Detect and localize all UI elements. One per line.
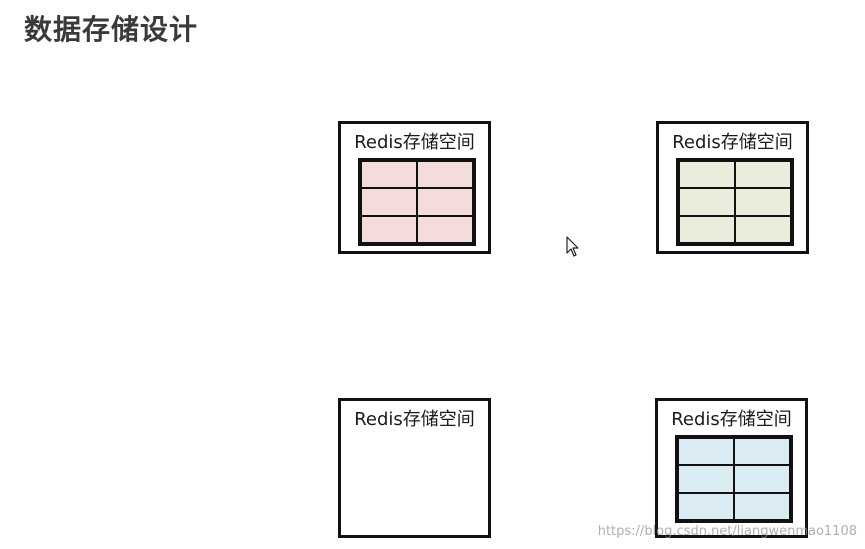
mouse-pointer-icon bbox=[566, 236, 579, 257]
table-cell bbox=[679, 188, 735, 216]
redis-storage-box-1: Redis存储空间 bbox=[338, 121, 491, 254]
table-cell bbox=[361, 161, 417, 189]
table-cell bbox=[734, 465, 790, 493]
table-cell bbox=[361, 215, 417, 243]
redis-storage-label: Redis存储空间 bbox=[672, 132, 793, 153]
table-cell bbox=[734, 438, 790, 466]
table-cell bbox=[361, 188, 417, 216]
redis-storage-label: Redis存储空间 bbox=[671, 409, 792, 430]
table-cell bbox=[679, 161, 735, 189]
table-cell bbox=[679, 215, 735, 243]
storage-table bbox=[676, 158, 794, 246]
table-cell bbox=[735, 188, 791, 216]
redis-storage-label: Redis存储空间 bbox=[354, 409, 475, 430]
table-cell bbox=[735, 161, 791, 189]
table-cell bbox=[417, 188, 473, 216]
page-title: 数据存储设计 bbox=[24, 13, 199, 46]
redis-storage-box-4: Redis存储空间 bbox=[655, 398, 808, 538]
table-cell bbox=[417, 215, 473, 243]
table-cell bbox=[734, 492, 790, 520]
table-cell bbox=[678, 438, 734, 466]
redis-storage-label: Redis存储空间 bbox=[354, 132, 475, 153]
redis-storage-box-3: Redis存储空间 bbox=[338, 398, 491, 538]
table-cell bbox=[735, 215, 791, 243]
storage-table bbox=[358, 158, 476, 246]
storage-table bbox=[675, 435, 793, 523]
redis-storage-box-2: Redis存储空间 bbox=[656, 121, 809, 254]
table-cell bbox=[417, 161, 473, 189]
watermark-url: https://blog.csdn.net/liangwenmao1108 bbox=[597, 524, 857, 539]
table-cell bbox=[678, 492, 734, 520]
table-cell bbox=[678, 465, 734, 493]
